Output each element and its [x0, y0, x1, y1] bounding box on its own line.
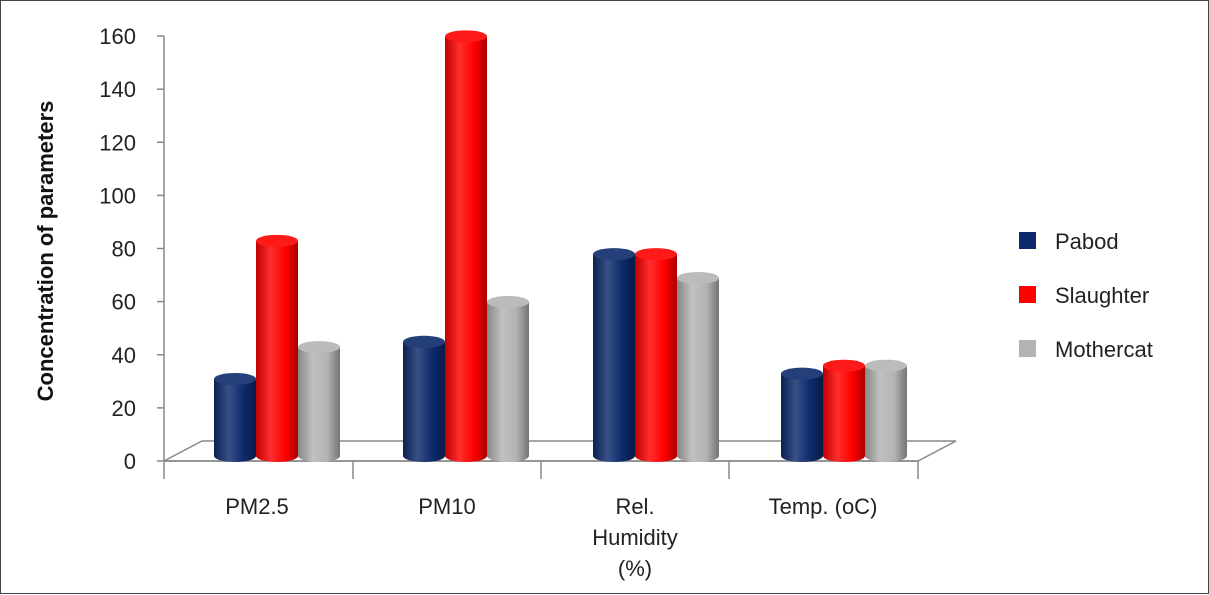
bar-top: [823, 359, 865, 372]
bar-slaughter-1: [445, 30, 487, 462]
category-labels: PM2.5 PM10 Rel. Humidity (%) Temp. (oC): [225, 494, 877, 581]
y-tick-label: 120: [99, 130, 136, 155]
bar-top: [445, 30, 487, 43]
y-tick-label: 140: [99, 77, 136, 102]
bar-mothercat-1: [487, 295, 529, 462]
bar-slaughter-2: [635, 248, 677, 462]
legend-label: Pabod: [1055, 229, 1119, 254]
bar-pabod-0: [214, 372, 256, 462]
bar-slaughter-0: [256, 234, 298, 462]
bar-body: [445, 36, 487, 462]
bar-top: [487, 295, 529, 308]
bar-pabod-1: [403, 335, 445, 462]
bar-body: [593, 254, 635, 462]
category-label: PM10: [418, 494, 475, 519]
bar-body: [823, 365, 865, 462]
legend-item-mothercat: Mothercat: [1019, 337, 1153, 362]
bar-pabod-3: [781, 367, 823, 462]
bar-body: [781, 373, 823, 462]
bar-top: [298, 341, 340, 354]
chart-bars: [214, 30, 907, 462]
bar-top: [593, 248, 635, 261]
bar-body: [487, 301, 529, 462]
bar-mothercat-0: [298, 341, 340, 462]
legend-swatch: [1019, 232, 1036, 249]
legend-swatch: [1019, 340, 1036, 357]
bar-mothercat-3: [865, 359, 907, 462]
legend-label: Slaughter: [1055, 283, 1149, 308]
y-tick-label: 80: [112, 237, 136, 262]
legend-item-slaughter: Slaughter: [1019, 283, 1149, 308]
bar-body: [214, 378, 256, 462]
legend-item-pabod: Pabod: [1019, 229, 1119, 254]
bar-top: [865, 359, 907, 372]
y-axis-label: Concentration of parameters: [33, 101, 58, 402]
legend-swatch: [1019, 286, 1036, 303]
bar-body: [865, 365, 907, 462]
bar-pabod-2: [593, 248, 635, 462]
bar-top: [403, 335, 445, 348]
y-tick-label: 20: [112, 396, 136, 421]
legend-label: Mothercat: [1055, 337, 1153, 362]
y-tick-label: 160: [99, 24, 136, 49]
category-label: PM2.5: [225, 494, 289, 519]
bar-top: [214, 372, 256, 385]
bar-mothercat-2: [677, 272, 719, 462]
y-tick-label: 100: [99, 183, 136, 208]
chart-axes: 0 20 40 60 80 100 120 140 160: [99, 24, 957, 479]
category-label: Rel. Humidity (%): [592, 494, 678, 581]
y-tick-label: 60: [112, 290, 136, 315]
bar-body: [256, 240, 298, 462]
bar-top: [781, 367, 823, 380]
bar-body: [298, 347, 340, 462]
legend: Pabod Slaughter Mothercat: [1019, 229, 1153, 362]
bar-top: [677, 272, 719, 285]
y-tick-label: 40: [112, 343, 136, 368]
bar-top: [635, 248, 677, 261]
bar-slaughter-3: [823, 359, 865, 462]
bar-body: [635, 254, 677, 462]
y-tick-label: 0: [124, 449, 136, 474]
bar-top: [256, 234, 298, 247]
bar-body: [403, 341, 445, 462]
category-label: Temp. (oC): [769, 494, 878, 519]
bar-body: [677, 278, 719, 462]
